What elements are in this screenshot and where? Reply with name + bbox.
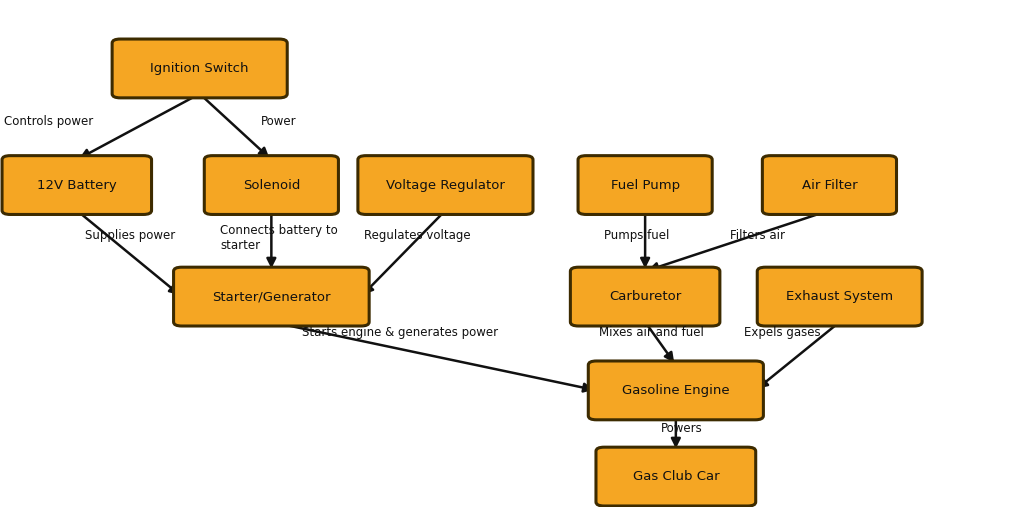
Text: Gasoline Engine: Gasoline Engine [622,384,730,397]
Text: Carburetor: Carburetor [609,290,681,303]
Text: Voltage Regulator: Voltage Regulator [386,178,505,192]
Text: Powers: Powers [660,422,702,435]
FancyBboxPatch shape [2,156,152,214]
Text: Ignition Switch: Ignition Switch [151,62,249,75]
FancyBboxPatch shape [570,267,720,326]
FancyBboxPatch shape [757,267,922,326]
FancyBboxPatch shape [358,156,532,214]
FancyBboxPatch shape [762,156,897,214]
Text: Air Filter: Air Filter [802,178,857,192]
Text: Solenoid: Solenoid [243,178,300,192]
Text: Mixes air and fuel: Mixes air and fuel [599,325,703,339]
FancyBboxPatch shape [113,39,287,98]
FancyBboxPatch shape [205,156,338,214]
FancyBboxPatch shape [588,361,764,420]
Text: Pumps fuel: Pumps fuel [604,229,670,242]
FancyBboxPatch shape [596,447,756,506]
Text: Gas Club Car: Gas Club Car [633,470,719,483]
Text: Filters air: Filters air [730,229,785,242]
Text: Supplies power: Supplies power [85,229,175,242]
Text: Controls power: Controls power [4,115,93,128]
Text: Starts engine & generates power: Starts engine & generates power [302,325,499,339]
Text: Starter/Generator: Starter/Generator [212,290,331,303]
Text: Connects battery to
starter: Connects battery to starter [220,224,338,252]
Text: Fuel Pump: Fuel Pump [610,178,680,192]
Text: Expels gases: Expels gases [744,325,821,339]
Text: Regulates voltage: Regulates voltage [364,229,470,242]
FancyBboxPatch shape [578,156,713,214]
Text: Power: Power [261,115,297,128]
FancyBboxPatch shape [174,267,370,326]
Text: Exhaust System: Exhaust System [786,290,893,303]
Text: 12V Battery: 12V Battery [37,178,117,192]
